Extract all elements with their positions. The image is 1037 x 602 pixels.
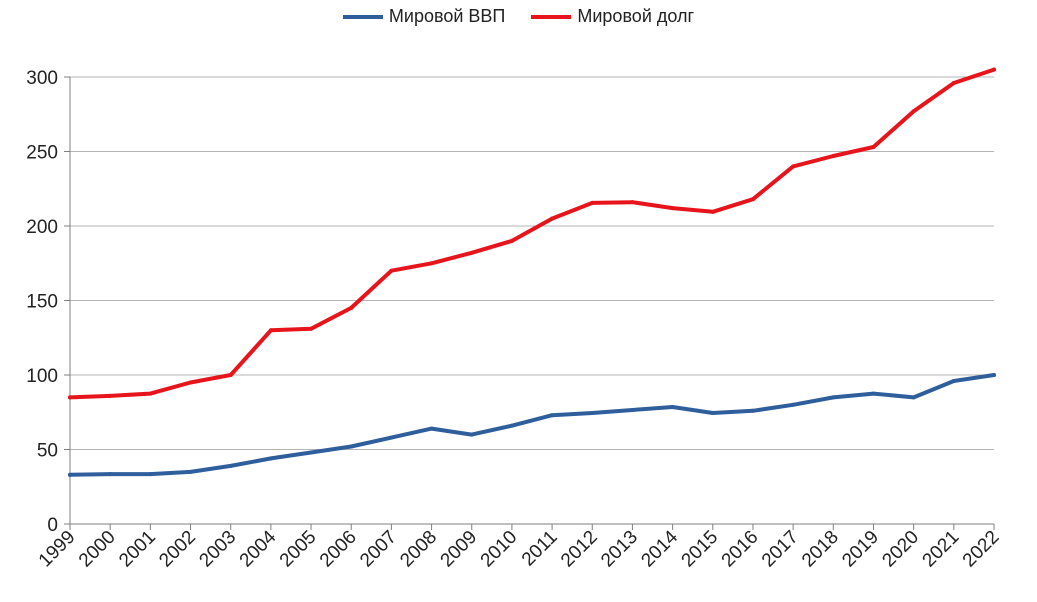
data-point <box>68 472 72 477</box>
data-point <box>309 326 314 331</box>
data-point <box>992 373 996 377</box>
legend-swatch-debt <box>531 14 572 19</box>
data-point <box>68 395 72 400</box>
y-tick-label: 300 <box>26 68 58 89</box>
x-tick-label: 2002 <box>155 527 200 572</box>
x-tick-label: 2015 <box>678 527 723 572</box>
data-point <box>550 413 555 418</box>
data-point <box>630 200 635 205</box>
data-point <box>750 197 755 202</box>
data-point <box>670 405 675 410</box>
x-tick-label: 2012 <box>557 527 602 572</box>
data-point <box>791 402 796 407</box>
x-tick-label: 2018 <box>798 527 843 572</box>
data-point <box>670 206 675 211</box>
data-point <box>188 380 193 385</box>
x-tick-label: 2004 <box>236 526 281 571</box>
data-point <box>750 408 755 413</box>
data-point <box>831 395 836 400</box>
data-point <box>148 472 153 477</box>
data-point <box>188 469 193 474</box>
data-point <box>108 472 113 477</box>
y-tick-label: 50 <box>37 441 58 462</box>
x-tick-label: 2019 <box>838 527 883 572</box>
y-tick-label: 250 <box>26 143 58 164</box>
data-point <box>509 423 514 428</box>
data-point <box>871 391 876 396</box>
y-tick-label: 150 <box>26 292 58 313</box>
x-tick-label: 2006 <box>316 527 361 572</box>
data-point <box>590 200 595 205</box>
data-point <box>469 432 474 437</box>
data-point <box>268 328 273 333</box>
data-point <box>509 238 514 243</box>
series-line-0 <box>68 373 996 477</box>
data-point <box>710 209 715 214</box>
data-point <box>630 408 635 413</box>
data-point <box>911 395 916 400</box>
x-tick-label: 2016 <box>718 527 763 572</box>
legend-item-gdp: Мировой ВВП <box>342 6 506 27</box>
x-tick-label: 2022 <box>959 527 1004 572</box>
x-tick-label: 2007 <box>356 527 401 572</box>
x-tick-label: 2010 <box>477 527 522 572</box>
data-point <box>791 164 796 169</box>
series-line-1 <box>68 67 996 400</box>
data-point <box>911 109 916 114</box>
legend-label-gdp: Мировой ВВП <box>388 6 506 26</box>
data-point <box>389 435 394 440</box>
y-tick-label: 0 <box>47 515 58 536</box>
x-tick-label: 2014 <box>637 526 682 571</box>
data-point <box>228 463 233 468</box>
data-point <box>429 426 434 431</box>
data-point <box>429 261 434 266</box>
x-tick-label: 2013 <box>597 527 642 572</box>
data-point <box>590 410 595 415</box>
data-point <box>309 450 314 455</box>
legend-swatch-gdp <box>342 14 383 19</box>
x-tick-label: 2021 <box>919 527 964 572</box>
x-tick-label: 2005 <box>276 527 321 572</box>
data-point <box>951 80 956 85</box>
x-tick-label: 2009 <box>437 527 482 572</box>
data-point <box>469 250 474 255</box>
data-point <box>389 268 394 273</box>
x-tick-label: 2001 <box>115 527 160 572</box>
data-point <box>550 216 555 221</box>
x-tick-label: 2017 <box>758 527 803 572</box>
x-tick-label: 2000 <box>75 527 120 572</box>
data-point <box>148 391 153 396</box>
x-tick-label: 2011 <box>518 527 562 571</box>
legend-label-debt: Мировой долг <box>577 6 695 26</box>
data-point <box>108 393 113 398</box>
data-point <box>831 153 836 158</box>
data-point <box>349 444 354 449</box>
y-tick-label: 200 <box>26 217 58 238</box>
data-point <box>349 305 354 310</box>
x-tick-label: 2020 <box>878 527 923 572</box>
x-tick-label: 2003 <box>195 527 240 572</box>
data-point <box>268 456 273 461</box>
y-tick-label: 100 <box>26 366 58 387</box>
data-point <box>951 378 956 383</box>
legend-item-debt: Мировой долг <box>531 6 694 27</box>
x-tick-label: 1999 <box>35 527 80 572</box>
x-tick-label: 2008 <box>396 527 441 572</box>
data-point <box>871 145 876 150</box>
legend: Мировой ВВП Мировой долг <box>0 6 1037 27</box>
data-point <box>228 373 233 377</box>
data-point <box>992 67 996 72</box>
data-point <box>710 410 715 415</box>
